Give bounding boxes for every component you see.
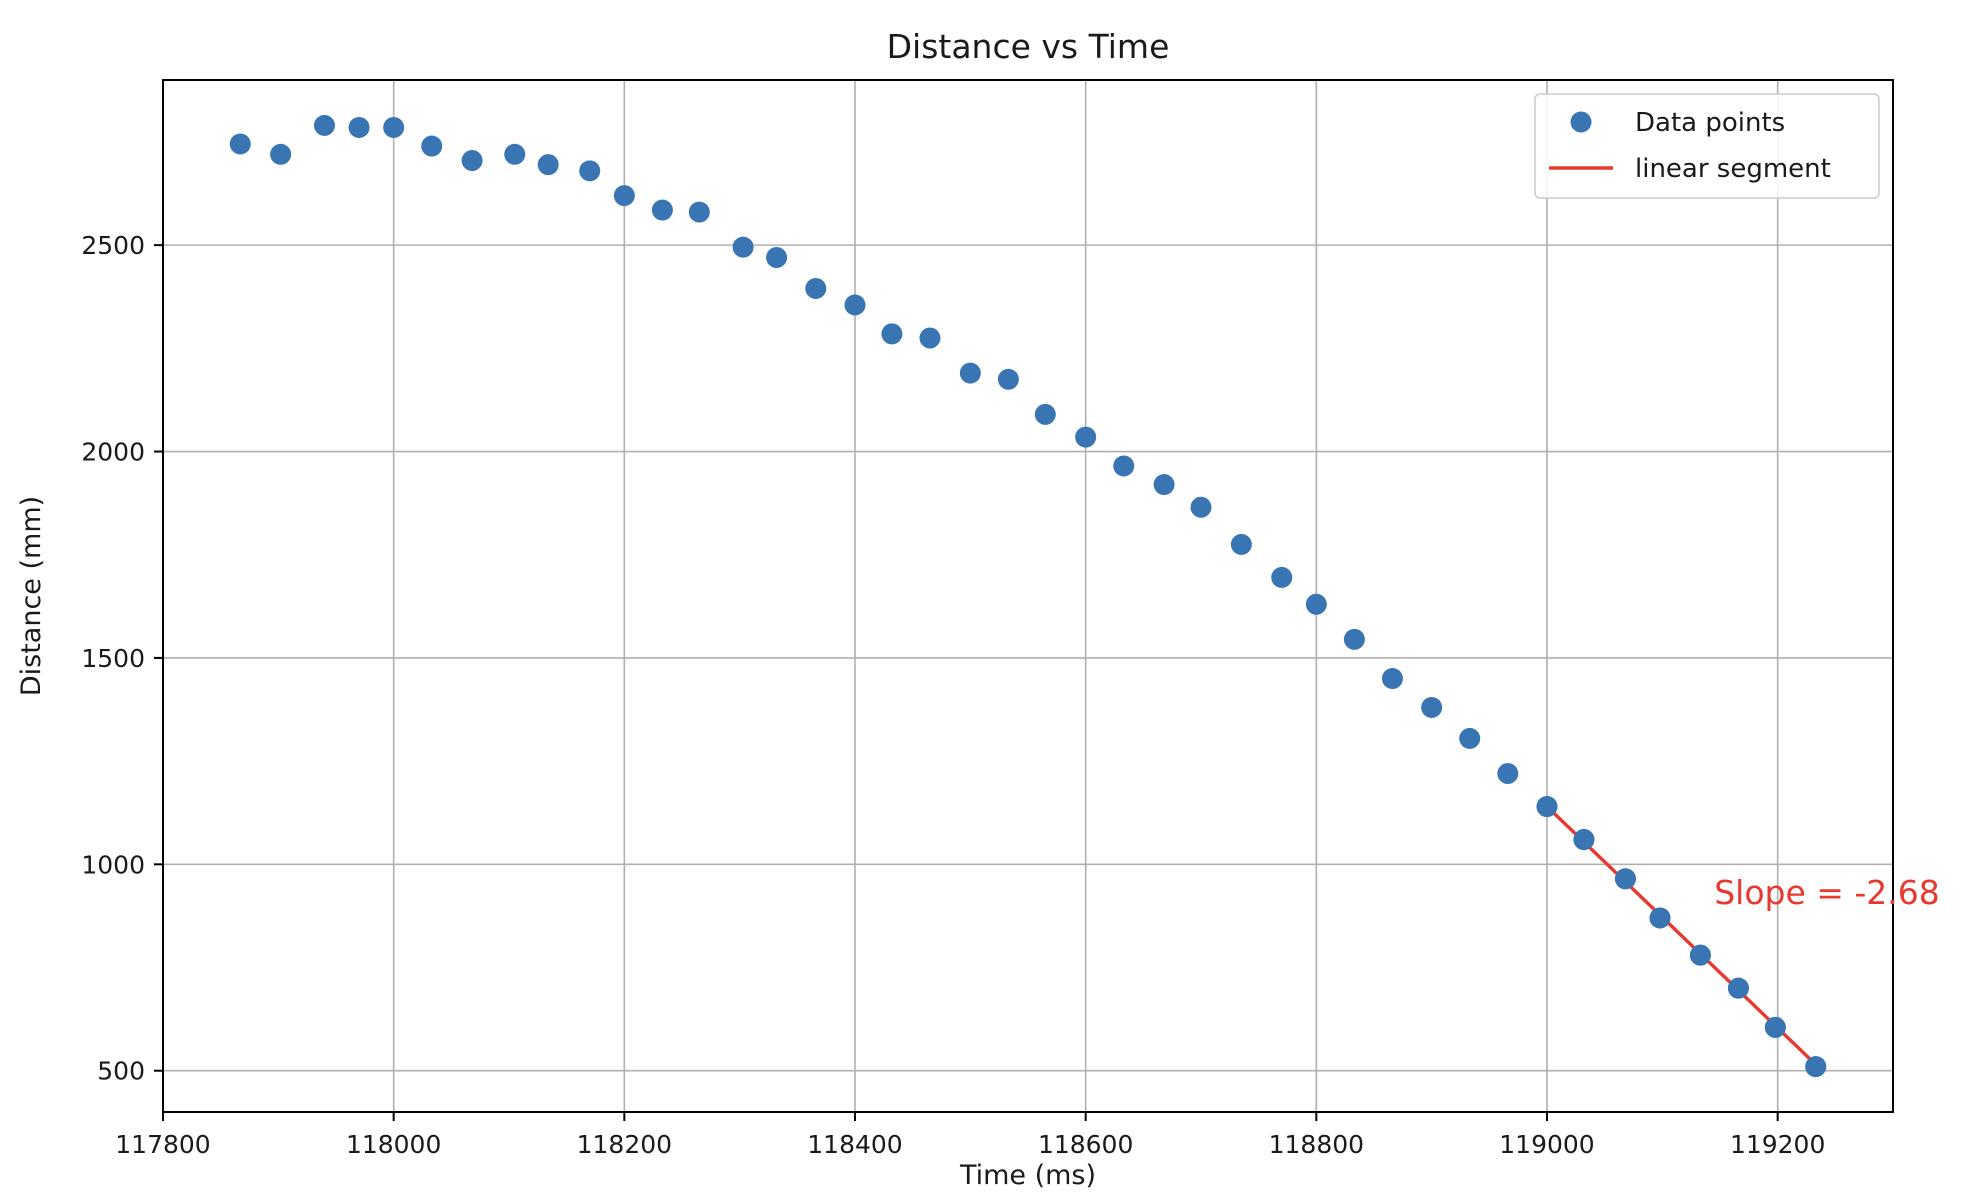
data-point xyxy=(732,236,754,258)
data-point xyxy=(613,185,635,207)
data-point xyxy=(688,201,710,223)
legend: Data points linear segment xyxy=(1534,93,1880,199)
legend-label: linear segment xyxy=(1635,154,1831,184)
data-point xyxy=(270,143,292,165)
y-tick-label: 2000 xyxy=(81,438,145,467)
data-point xyxy=(1343,628,1365,650)
x-tick-label: 117800 xyxy=(115,1130,210,1159)
legend-label: Data points xyxy=(1635,108,1785,138)
chart-title: Distance vs Time xyxy=(887,27,1170,66)
data-point xyxy=(579,160,601,182)
data-point xyxy=(383,116,405,138)
y-axis-label: Distance (mm) xyxy=(16,496,47,696)
data-point xyxy=(1764,1016,1786,1038)
data-point xyxy=(1271,566,1293,588)
x-axis-label: Time (ms) xyxy=(959,1160,1096,1191)
data-point xyxy=(919,327,941,349)
data-point xyxy=(1153,474,1175,496)
data-point xyxy=(959,362,981,384)
data-point xyxy=(766,247,788,269)
data-point xyxy=(1573,829,1595,851)
x-tick-label: 118000 xyxy=(346,1130,441,1159)
x-tick-label: 118800 xyxy=(1269,1130,1364,1159)
data-point xyxy=(1190,496,1212,518)
data-point xyxy=(1381,668,1403,690)
legend-marker-data-points xyxy=(1570,111,1592,133)
y-tick-label: 2500 xyxy=(81,231,145,260)
plot-frame xyxy=(162,79,1894,1113)
data-point xyxy=(229,133,251,155)
data-point xyxy=(1459,727,1481,749)
y-tick-label: 1500 xyxy=(81,644,145,673)
data-point xyxy=(1421,696,1443,718)
data-point xyxy=(1536,796,1558,818)
data-point xyxy=(1689,944,1711,966)
data-point xyxy=(651,199,673,221)
grid-layer xyxy=(162,80,1893,1112)
data-point xyxy=(1305,593,1327,615)
data-point xyxy=(348,116,370,138)
data-point xyxy=(1805,1056,1827,1078)
data-point xyxy=(1727,977,1749,999)
x-tick-label: 118200 xyxy=(577,1130,672,1159)
data-point xyxy=(1230,533,1252,555)
data-point xyxy=(313,114,335,136)
series-layer xyxy=(229,114,1827,1078)
data-point xyxy=(805,277,827,299)
x-tick-label: 118400 xyxy=(807,1130,902,1159)
y-tick-label: 1000 xyxy=(81,850,145,879)
data-point xyxy=(1034,403,1056,425)
slope-annotation: Slope = -2.68 xyxy=(1714,873,1940,912)
axes-layer: 117800 118000 118200 118400 118600 118800 1190… xyxy=(81,79,1894,1159)
legend-frame xyxy=(1534,93,1880,199)
x-tick-label: 118600 xyxy=(1038,1130,1133,1159)
data-point xyxy=(881,323,903,345)
x-tick-label: 119200 xyxy=(1730,1130,1825,1159)
data-point xyxy=(997,368,1019,390)
x-tick-label: 119000 xyxy=(1499,1130,1594,1159)
data-point xyxy=(1497,763,1519,785)
data-point xyxy=(421,135,443,157)
data-point xyxy=(461,149,483,171)
data-point xyxy=(504,143,526,165)
data-point xyxy=(844,294,866,316)
data-point xyxy=(1649,907,1671,929)
data-point xyxy=(1113,455,1135,477)
data-point xyxy=(1075,426,1097,448)
y-tick-label: 500 xyxy=(97,1057,145,1086)
data-point xyxy=(537,154,559,176)
data-point xyxy=(1614,868,1636,890)
annotation-layer: Slope = -2.68 xyxy=(1714,873,1940,912)
